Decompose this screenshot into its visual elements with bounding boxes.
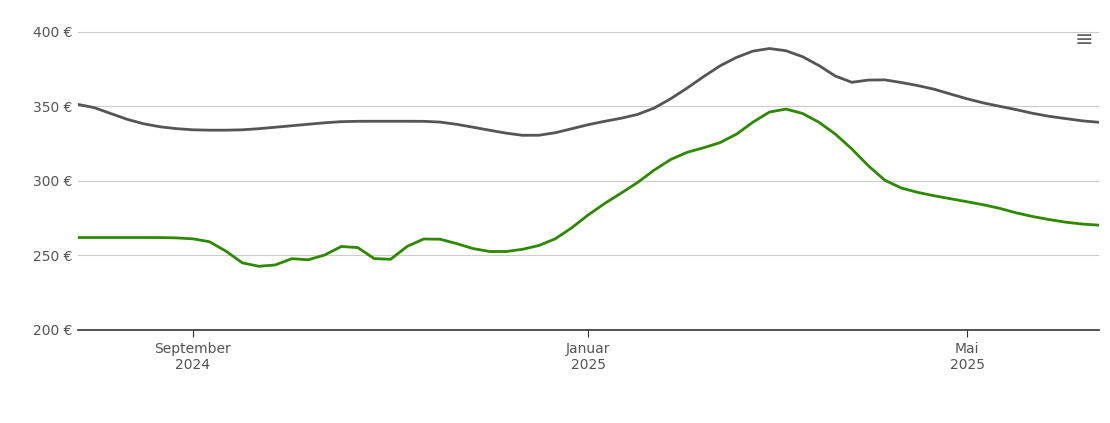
Text: ≡: ≡ — [1074, 30, 1093, 49]
